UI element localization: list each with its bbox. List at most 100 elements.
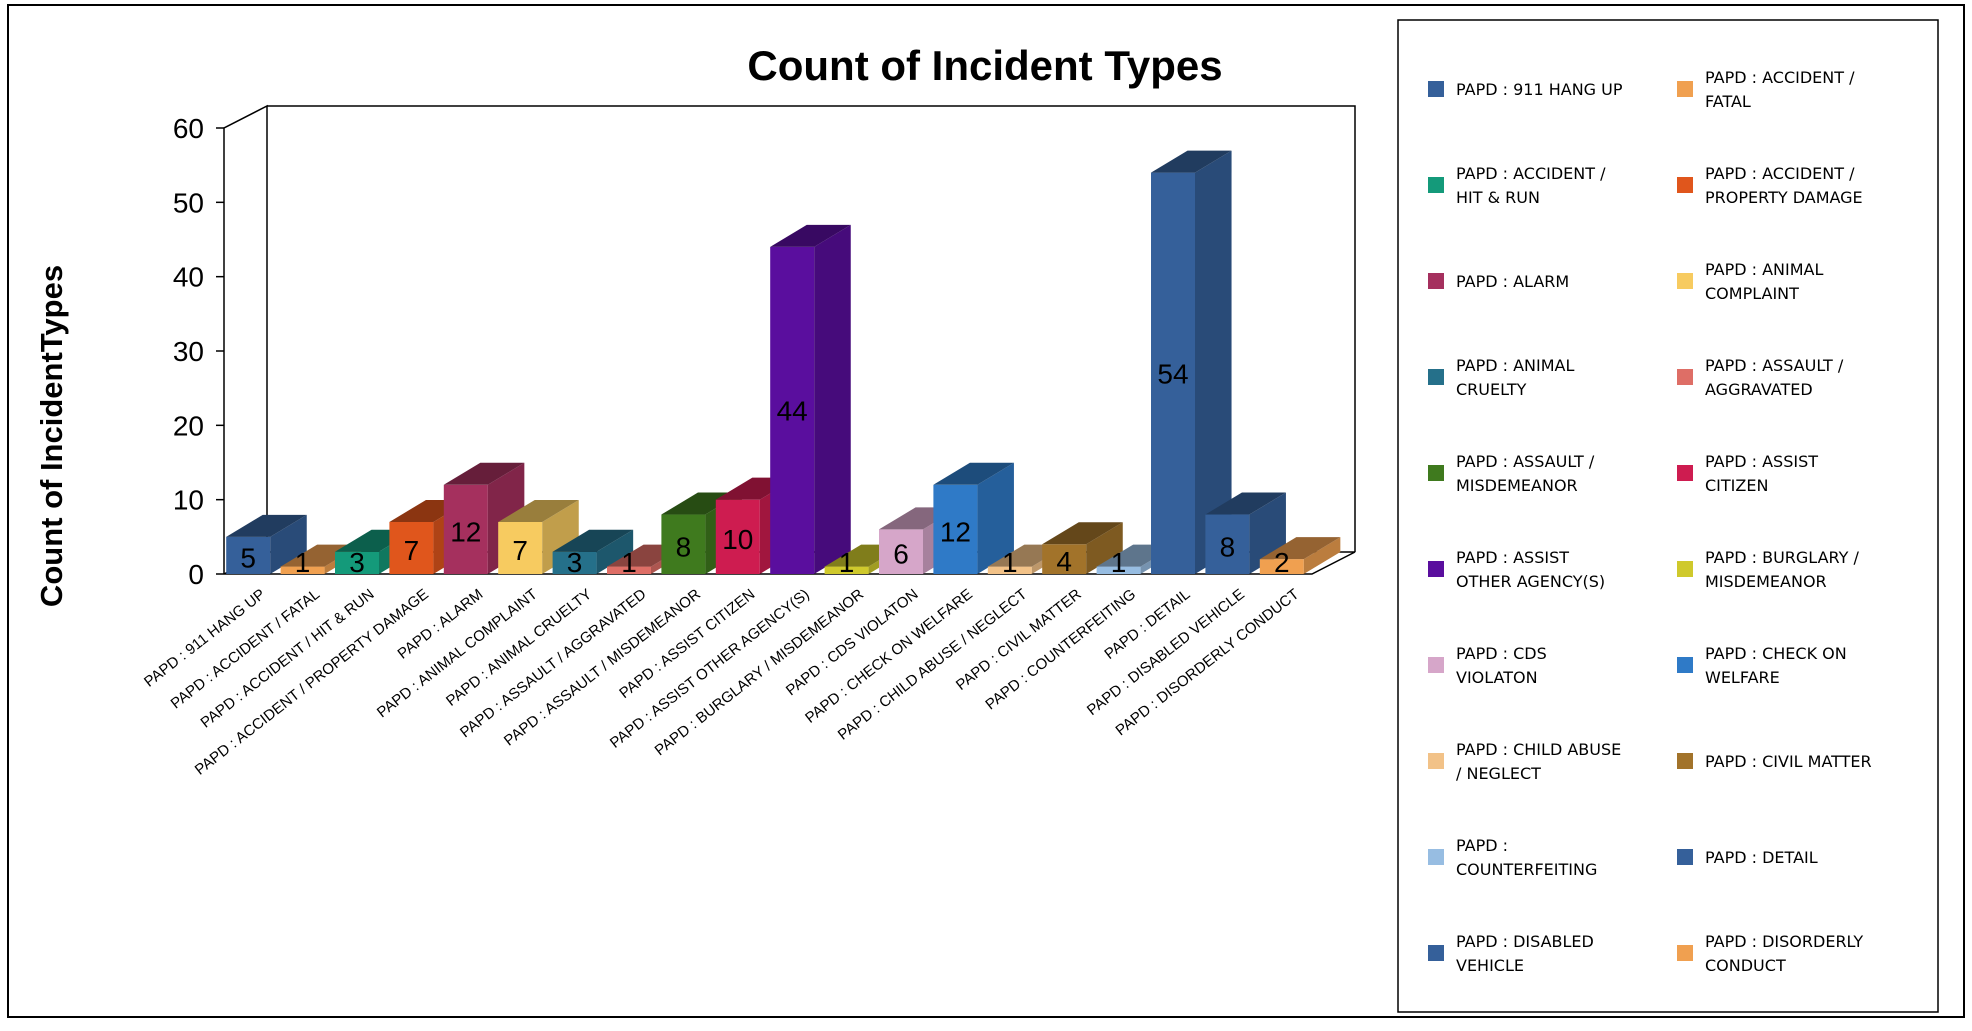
bar-value-label: 1	[1111, 547, 1127, 578]
bar-value-label: 7	[404, 535, 420, 566]
legend-item-line: MISDEMEANOR	[1705, 572, 1827, 591]
bar-top	[443, 462, 525, 485]
bar-top	[1259, 537, 1341, 560]
bar-front	[552, 551, 597, 574]
bar-front	[1096, 566, 1141, 574]
legend-item-label: PAPD : ALARM	[1456, 272, 1569, 291]
bar-top	[770, 224, 851, 247]
bar-side	[977, 462, 1014, 574]
bar-front	[226, 536, 271, 574]
legend-item-line: PAPD : ACCIDENT /	[1705, 68, 1855, 87]
legend-item-label: PAPD : ASSAULT / AGGRAVATED	[1705, 356, 1844, 399]
bar-value-label: 8	[676, 531, 692, 562]
bar[interactable]	[770, 224, 851, 574]
legend-item-line: PAPD : ANIMAL	[1456, 356, 1574, 375]
bar-value-label: 6	[893, 539, 909, 570]
legend-item-line: PAPD : CHILD ABUSE	[1456, 740, 1621, 759]
legend-item-label: PAPD : CIVIL MATTER	[1705, 752, 1872, 771]
legend-swatch	[1428, 465, 1444, 481]
bar-value-label: 4	[1056, 546, 1072, 577]
bar[interactable]	[1259, 537, 1341, 574]
bar-front	[280, 566, 325, 574]
legend-item-label: PAPD : ASSIST CITIZEN	[1705, 452, 1818, 495]
bar[interactable]	[1042, 522, 1123, 574]
bar-top	[552, 529, 634, 552]
legend-item-line: PAPD : CDS	[1456, 644, 1547, 663]
legend-swatch	[1677, 177, 1693, 193]
legend-swatch	[1677, 81, 1693, 97]
legend-swatch	[1428, 945, 1444, 961]
bar-value-label: 2	[1274, 547, 1290, 578]
legend-item-line: MISDEMEANOR	[1456, 476, 1578, 495]
bar-front	[933, 484, 978, 574]
legend-item-line: PAPD : ASSAULT /	[1456, 452, 1595, 471]
legend-item-label: PAPD : CDS VIOLATON	[1456, 644, 1547, 687]
chart-title: Count of Incident Types	[747, 42, 1222, 89]
bar-value-label: 1	[1002, 547, 1018, 578]
legend-item-label: PAPD : 911 HANG UP	[1456, 80, 1623, 99]
bar[interactable]	[226, 514, 307, 574]
bar-side	[1195, 150, 1232, 574]
legend-item-label: PAPD : BURGLARY / MISDEMEANOR	[1705, 548, 1859, 591]
bar-value-label: 3	[349, 547, 365, 578]
legend-box	[1397, 19, 1939, 1013]
back-wall	[267, 105, 1356, 552]
legend-item-label: PAPD : ACCIDENT / FATAL	[1705, 68, 1855, 111]
legend-item-line: COMPLAINT	[1705, 284, 1799, 303]
bar-front	[443, 484, 488, 574]
bar-value-label: 8	[1220, 531, 1236, 562]
legend-swatch	[1677, 945, 1693, 961]
bar-value-label: 12	[940, 516, 971, 547]
legend-item-label: PAPD : DISABLED VEHICLE	[1456, 932, 1594, 975]
legend-item-line: WELFARE	[1705, 668, 1780, 687]
legend-item-line: HIT & RUN	[1456, 188, 1540, 207]
legend-swatch	[1428, 369, 1444, 385]
legend-swatch	[1677, 753, 1693, 769]
bar[interactable]	[933, 462, 1014, 574]
bar-front	[335, 551, 379, 574]
bar[interactable]	[498, 499, 579, 574]
bar-front	[1042, 544, 1087, 574]
bar[interactable]	[1151, 150, 1232, 574]
bar-value-label: 54	[1157, 358, 1188, 389]
y-tick-label: 0	[188, 559, 204, 590]
bar-front	[389, 521, 434, 574]
bar-value-label: 1	[295, 547, 311, 578]
legend-item-line: PAPD : DISABLED	[1456, 932, 1594, 951]
bar-front	[1151, 172, 1195, 574]
legend-item-line: PAPD : 911 HANG UP	[1456, 80, 1623, 99]
legend-item-label: PAPD : ASSIST OTHER AGENCY(S)	[1456, 548, 1605, 591]
legend-item-line: PAPD : ANIMAL	[1705, 260, 1823, 279]
bar-value-label: 1	[839, 547, 855, 578]
legend-item-line: AGGRAVATED	[1705, 380, 1813, 399]
legend-swatch	[1428, 561, 1444, 577]
bar-side	[596, 529, 634, 574]
bar-value-label: 1	[621, 547, 637, 578]
legend-item-label: PAPD : CHILD ABUSE / NEGLECT	[1456, 740, 1621, 783]
legend-item-label: PAPD : DETAIL	[1705, 848, 1818, 867]
bar-value-label: 10	[722, 524, 753, 555]
legend-item-label: PAPD : DISORDERLY CONDUCT	[1705, 932, 1863, 975]
bar-value-label: 7	[512, 535, 528, 566]
bar-side	[270, 514, 307, 574]
bar[interactable]	[1205, 492, 1286, 574]
y-axis-label: Count of IncidentTypes	[34, 265, 69, 607]
bar-front	[1259, 559, 1304, 574]
bar-side	[1303, 537, 1341, 574]
legend-item-label: PAPD : ACCIDENT / HIT & RUN	[1456, 164, 1606, 207]
legend-swatch	[1677, 657, 1693, 673]
bar-top	[498, 499, 579, 522]
bar-top	[226, 514, 307, 537]
legend-swatch	[1677, 849, 1693, 865]
bar-top	[1151, 150, 1232, 173]
bar-front	[661, 514, 706, 574]
y-tick-label: 50	[173, 187, 204, 218]
legend-item-label: PAPD : ANIMAL COMPLAINT	[1705, 260, 1823, 303]
legend-item-line: PAPD : CHECK ON	[1705, 644, 1847, 663]
bar-value-label: 44	[777, 395, 808, 426]
legend-item-line: FATAL	[1705, 92, 1751, 111]
bar[interactable]	[443, 462, 525, 574]
bar[interactable]	[552, 529, 634, 574]
